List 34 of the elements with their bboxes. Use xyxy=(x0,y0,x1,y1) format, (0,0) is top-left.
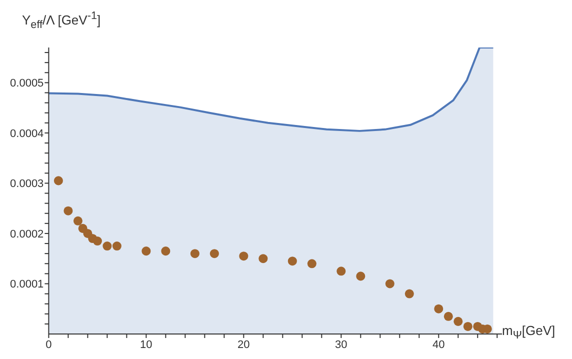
point xyxy=(73,216,82,226)
point xyxy=(64,206,73,216)
y-tick-label: 0.0004 xyxy=(10,128,44,140)
point xyxy=(444,312,453,321)
x-tick-label: 20 xyxy=(238,338,250,351)
y-tick-label: 0.0001 xyxy=(10,278,44,291)
point xyxy=(307,259,316,268)
point xyxy=(258,254,268,264)
x-tick-label: 30 xyxy=(335,338,348,351)
point xyxy=(112,242,122,251)
y-tick-label: 0.0003 xyxy=(10,178,44,190)
point xyxy=(161,246,170,256)
point xyxy=(356,272,366,281)
point xyxy=(454,316,463,326)
x-tick-label: 0 xyxy=(46,338,52,351)
point xyxy=(336,266,346,276)
point xyxy=(385,279,394,288)
y-tick-label: 0.0005 xyxy=(10,78,44,90)
x-axis-title: m$_{Ψ}$[GeV] xyxy=(502,323,556,342)
point xyxy=(54,176,63,186)
point xyxy=(190,249,200,258)
point xyxy=(142,246,151,256)
point xyxy=(288,256,297,266)
point xyxy=(102,242,112,251)
point xyxy=(463,322,472,331)
y-tick-label: 0.0002 xyxy=(10,228,44,240)
point xyxy=(92,236,102,246)
x-tick-label: 40 xyxy=(432,338,445,351)
y-axis-title: Y$_{eff}$/Λ [GeV$^{-1}$] xyxy=(22,10,101,31)
point xyxy=(239,252,248,261)
point xyxy=(434,304,444,314)
x-tick-label: 10 xyxy=(140,338,152,351)
point xyxy=(210,249,219,258)
point xyxy=(404,289,414,298)
